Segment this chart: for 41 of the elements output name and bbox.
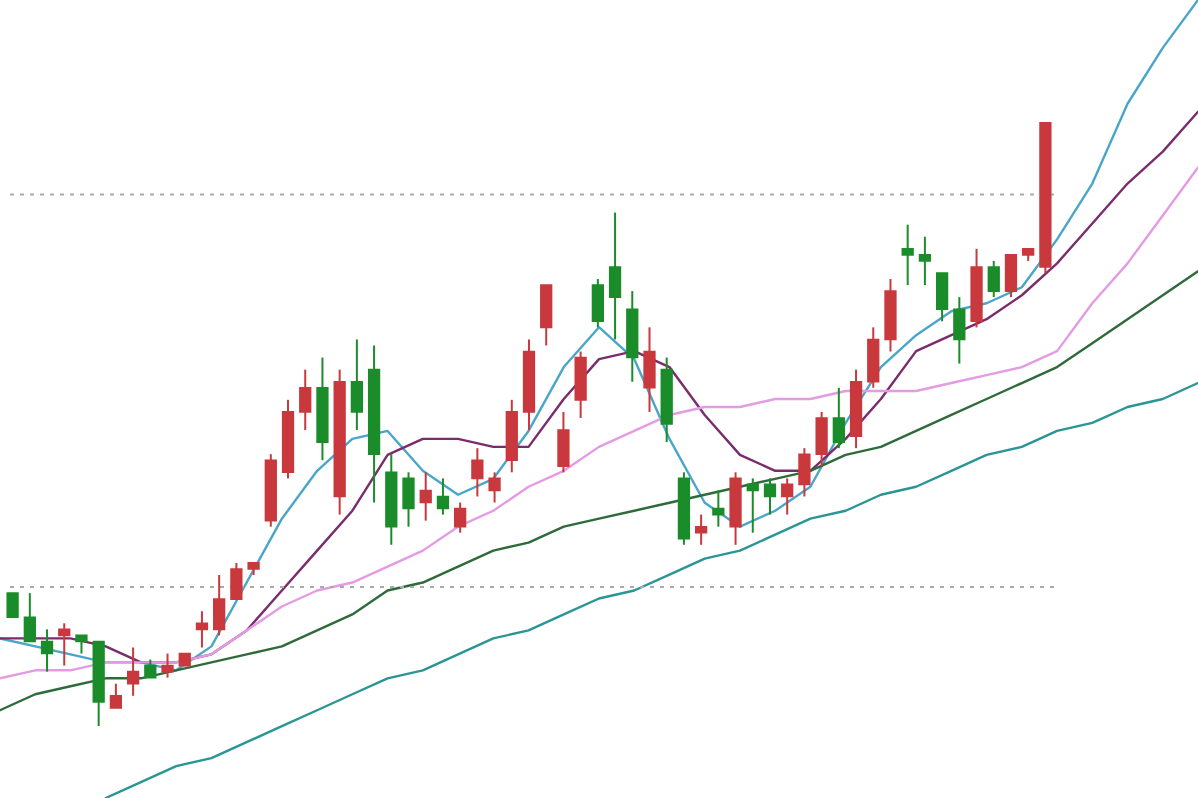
candlestick — [213, 574, 226, 637]
candlestick — [1004, 253, 1018, 299]
candlestick — [436, 477, 450, 516]
candlestick — [798, 447, 811, 498]
candlestick — [935, 272, 949, 323]
candlestick — [350, 338, 363, 432]
candlestick — [109, 682, 123, 709]
candlestick — [126, 646, 140, 697]
candlestick — [695, 513, 708, 546]
candlestick — [40, 628, 54, 673]
candlestick — [161, 652, 174, 679]
candlestick — [419, 471, 432, 522]
candlestick — [608, 211, 622, 341]
candlestick — [144, 658, 157, 679]
candlestick — [471, 447, 484, 498]
candlestick — [832, 386, 845, 450]
candlestick — [987, 259, 1000, 299]
candlestick — [488, 471, 501, 504]
candlestick — [58, 622, 71, 667]
candlestick — [781, 477, 794, 516]
candlestick — [643, 326, 656, 413]
candlestick — [557, 410, 570, 474]
candlestick — [901, 223, 914, 287]
candlestick — [402, 471, 415, 528]
candlestick — [299, 368, 312, 432]
candlestick — [195, 610, 209, 649]
candlestick — [763, 477, 777, 516]
candlestick — [23, 592, 36, 643]
candlestick — [591, 278, 604, 329]
candlestick — [454, 501, 467, 534]
candlestick — [867, 326, 880, 389]
candlestick — [746, 477, 759, 534]
candlestick — [574, 350, 587, 419]
candlestick — [953, 296, 966, 365]
candlestick — [918, 235, 932, 287]
candlestick — [540, 284, 553, 347]
candlestick — [230, 561, 243, 601]
candlestick — [815, 410, 828, 468]
candlestick — [6, 592, 19, 619]
candlestick — [75, 634, 88, 655]
candlestick — [712, 489, 725, 528]
